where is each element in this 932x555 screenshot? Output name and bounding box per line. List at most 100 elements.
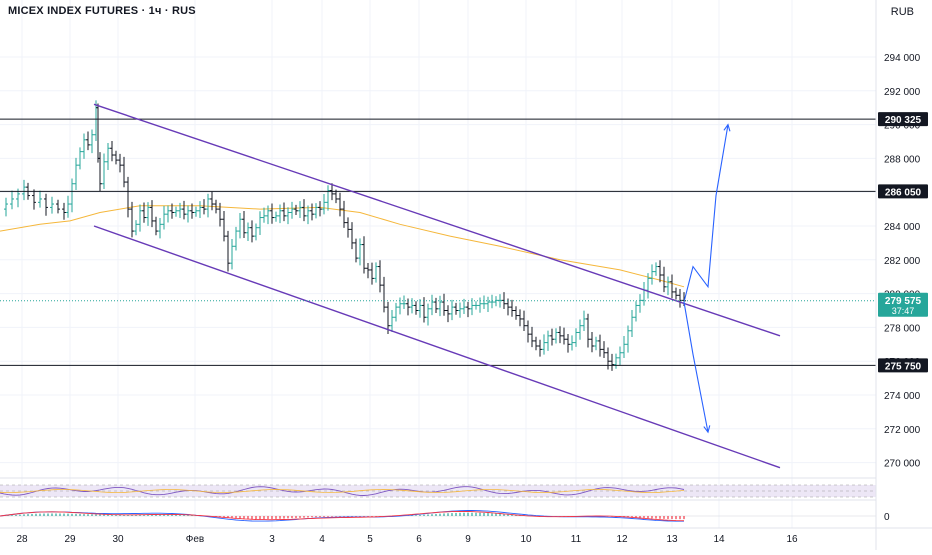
candle[interactable] — [566, 333, 570, 353]
candle[interactable] — [462, 298, 466, 315]
candle[interactable] — [32, 189, 36, 210]
candle[interactable] — [362, 236, 366, 274]
candle[interactable] — [278, 204, 282, 224]
candle[interactable] — [286, 207, 290, 225]
candle[interactable] — [590, 331, 594, 353]
candle[interactable] — [262, 207, 266, 223]
candle[interactable] — [266, 205, 270, 225]
candle[interactable] — [302, 199, 306, 222]
candle[interactable] — [422, 297, 426, 323]
candle[interactable] — [106, 143, 110, 171]
candle[interactable] — [630, 309, 634, 338]
candle[interactable] — [318, 201, 322, 217]
candle[interactable] — [406, 298, 410, 316]
candle[interactable] — [274, 211, 278, 222]
candle[interactable] — [126, 176, 130, 218]
candle[interactable] — [162, 205, 166, 230]
candle[interactable] — [562, 327, 566, 345]
candle[interactable] — [258, 211, 262, 235]
candle[interactable] — [638, 294, 642, 313]
candle[interactable] — [118, 153, 122, 173]
candle[interactable] — [354, 238, 358, 263]
candle[interactable] — [154, 216, 158, 236]
candle[interactable] — [158, 218, 162, 239]
candle[interactable] — [270, 203, 274, 224]
candle[interactable] — [242, 210, 246, 238]
candle[interactable] — [66, 195, 70, 218]
candle[interactable] — [146, 202, 150, 226]
candle[interactable] — [454, 302, 458, 315]
candle[interactable] — [662, 266, 666, 293]
candle[interactable] — [86, 131, 90, 151]
candle[interactable] — [56, 199, 60, 214]
candle[interactable] — [402, 295, 406, 309]
candle[interactable] — [174, 206, 178, 217]
candle[interactable] — [202, 199, 206, 215]
scenario-arrows[interactable] — [683, 123, 731, 434]
candle[interactable] — [38, 190, 42, 208]
candle[interactable] — [198, 201, 202, 219]
candle[interactable] — [650, 264, 654, 285]
candle[interactable] — [94, 100, 98, 141]
candle[interactable] — [394, 302, 398, 322]
candle[interactable] — [534, 336, 538, 351]
candle[interactable] — [450, 299, 454, 321]
time-axis[interactable]: 28 29 30 Фев 3 4 5 6 9 10 11 12 13 14 16 — [0, 527, 932, 545]
candle[interactable] — [166, 205, 170, 223]
candle[interactable] — [282, 202, 286, 222]
candle[interactable] — [254, 223, 258, 241]
candle[interactable] — [398, 297, 402, 315]
candle[interactable] — [446, 305, 450, 323]
candle[interactable] — [102, 153, 106, 189]
candle[interactable] — [514, 306, 518, 320]
candle[interactable] — [82, 133, 86, 159]
candle[interactable] — [538, 339, 542, 357]
candle[interactable] — [338, 192, 342, 217]
candle[interactable] — [322, 194, 326, 215]
candle[interactable] — [334, 189, 338, 204]
candle[interactable] — [310, 203, 314, 221]
candle[interactable] — [582, 310, 586, 331]
candle[interactable] — [366, 263, 370, 279]
candle[interactable] — [506, 298, 510, 316]
candle[interactable] — [614, 353, 618, 369]
candle[interactable] — [530, 326, 534, 348]
candle[interactable] — [426, 303, 430, 326]
candle[interactable] — [478, 297, 482, 313]
candle[interactable] — [294, 204, 298, 216]
candle[interactable] — [554, 328, 558, 344]
candle[interactable] — [44, 193, 48, 216]
candle[interactable] — [618, 346, 622, 366]
candle[interactable] — [210, 191, 214, 211]
candle[interactable] — [96, 103, 100, 163]
candle[interactable] — [170, 203, 174, 219]
candle[interactable] — [526, 320, 530, 343]
candle[interactable] — [62, 202, 66, 220]
candle[interactable] — [626, 325, 630, 353]
candle[interactable] — [218, 202, 222, 227]
candle[interactable] — [494, 296, 498, 307]
candle[interactable] — [234, 226, 238, 251]
candle[interactable] — [314, 203, 318, 219]
candle[interactable] — [142, 202, 146, 223]
candle[interactable] — [386, 301, 390, 334]
candle[interactable] — [250, 220, 254, 243]
candle[interactable] — [178, 202, 182, 219]
candle[interactable] — [674, 287, 678, 300]
candle[interactable] — [346, 217, 350, 238]
candle[interactable] — [150, 200, 154, 228]
channel-lower[interactable] — [93, 225, 781, 469]
candle[interactable] — [190, 203, 194, 219]
candle[interactable] — [418, 299, 422, 318]
candle[interactable] — [90, 129, 94, 154]
candle[interactable] — [230, 239, 234, 270]
candle[interactable] — [70, 178, 74, 213]
candle[interactable] — [414, 301, 418, 315]
candle[interactable] — [206, 193, 210, 218]
candle[interactable] — [482, 295, 486, 309]
candle[interactable] — [594, 336, 598, 351]
candle[interactable] — [622, 336, 626, 358]
candle[interactable] — [10, 190, 14, 210]
candle[interactable] — [186, 205, 190, 223]
